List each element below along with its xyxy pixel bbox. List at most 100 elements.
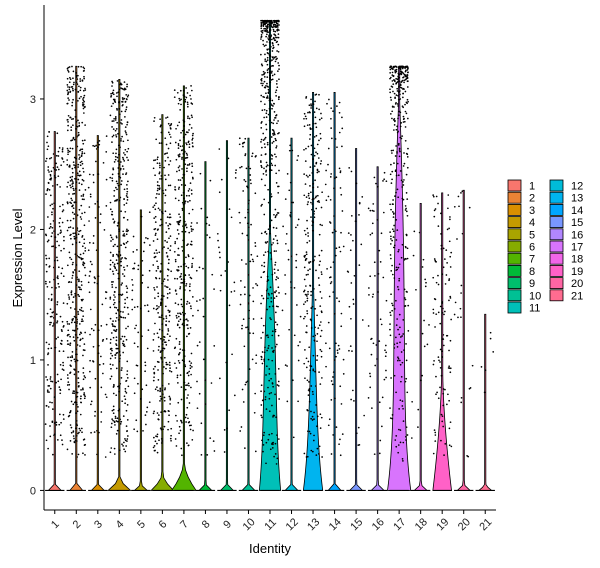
dot: [275, 146, 278, 149]
dot: [303, 290, 305, 293]
dot: [274, 216, 277, 219]
dot: [59, 392, 62, 395]
dot: [393, 224, 395, 227]
dot: [433, 258, 436, 260]
dot: [272, 47, 274, 50]
dot: [76, 276, 78, 279]
dot: [83, 112, 85, 114]
dot: [440, 413, 443, 416]
dot: [318, 170, 320, 173]
dot: [83, 77, 85, 80]
dot: [133, 342, 136, 345]
dot: [95, 148, 98, 150]
dot: [75, 419, 78, 422]
dot: [390, 235, 392, 238]
dot: [299, 341, 301, 343]
dot: [265, 374, 267, 376]
dot: [403, 349, 405, 352]
dot: [156, 305, 158, 307]
dot: [327, 195, 330, 198]
dot: [116, 121, 119, 124]
dot: [111, 323, 114, 325]
dot: [68, 88, 71, 91]
dot: [271, 330, 274, 333]
dot: [273, 213, 275, 216]
dot: [393, 212, 395, 215]
dot: [340, 231, 342, 234]
dot: [394, 439, 397, 441]
dot: [154, 221, 157, 223]
dot: [460, 401, 463, 404]
violin-6: [150, 114, 175, 491]
dot: [170, 434, 172, 437]
dot: [122, 340, 125, 343]
dot: [391, 309, 393, 312]
violin-21: [477, 313, 493, 491]
dot: [403, 297, 406, 299]
dot: [310, 410, 312, 413]
dot: [313, 411, 315, 414]
dot: [79, 174, 82, 177]
dot: [273, 133, 276, 136]
legend-label-1: 1: [529, 181, 535, 193]
dot: [111, 120, 114, 122]
dot: [115, 306, 118, 309]
dot: [123, 188, 126, 191]
dot: [146, 406, 149, 409]
dot: [81, 337, 84, 340]
dot: [126, 370, 129, 372]
dot: [338, 443, 340, 446]
dot: [405, 233, 408, 236]
dot: [68, 86, 71, 89]
dot: [186, 105, 189, 108]
dot: [81, 318, 83, 321]
dot: [391, 264, 393, 267]
dot: [399, 336, 402, 338]
dot: [71, 301, 74, 303]
dot: [76, 172, 79, 175]
dot: [45, 439, 48, 442]
dot: [125, 93, 128, 96]
dot: [76, 145, 79, 148]
dot: [400, 375, 403, 378]
dot: [441, 273, 444, 276]
dot: [262, 139, 265, 141]
dot: [115, 347, 118, 350]
dot: [70, 290, 73, 292]
dot: [265, 28, 268, 30]
dot: [261, 19, 263, 22]
dot: [98, 143, 101, 146]
dot: [278, 132, 280, 134]
dot: [325, 199, 328, 202]
dot: [152, 307, 155, 310]
dot: [126, 296, 129, 299]
dot: [266, 241, 269, 243]
dot: [59, 205, 61, 208]
dot: [191, 365, 193, 368]
dot: [169, 235, 172, 237]
dot: [246, 234, 248, 237]
dot: [169, 184, 172, 187]
dot: [77, 74, 79, 77]
dot: [111, 135, 114, 138]
dot: [80, 280, 83, 283]
dot: [105, 323, 108, 326]
dot: [266, 71, 269, 74]
dot: [70, 281, 73, 284]
dot: [267, 386, 269, 389]
dot: [117, 222, 120, 225]
dot: [55, 313, 58, 316]
dot: [169, 437, 172, 440]
dot: [448, 278, 451, 280]
dot: [313, 418, 315, 420]
dot: [402, 115, 405, 118]
dot: [79, 161, 82, 164]
dot: [395, 77, 398, 80]
dot: [231, 353, 233, 356]
dot: [303, 148, 305, 151]
dot: [251, 152, 254, 155]
dot: [109, 114, 112, 117]
x-tick-label: 12: [284, 516, 301, 533]
dot: [89, 386, 92, 389]
dot: [385, 180, 388, 183]
